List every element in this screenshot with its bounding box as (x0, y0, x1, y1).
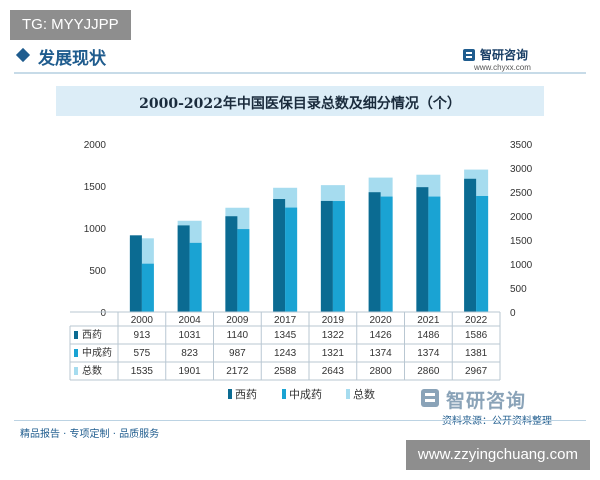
footer-divider (14, 420, 586, 421)
left-axis-tick-label: 1500 (84, 182, 107, 193)
data-label: 1321 (322, 348, 345, 359)
footer-slogan: 精品报告 · 专项定制 · 品质服务 (20, 429, 160, 440)
bar-chinese-patent-drugs (332, 201, 345, 312)
right-axis-tick-label: 1000 (510, 260, 533, 271)
bar-chinese-patent-drugs (428, 196, 441, 312)
bar-western-drugs (416, 187, 429, 312)
bar-chinese-patent-drugs (285, 207, 298, 312)
data-label: 1426 (370, 330, 393, 341)
legend-swatch (228, 389, 232, 399)
left-axis-tick-label: 0 (100, 308, 106, 319)
x-axis-tick-label: 2021 (417, 315, 440, 326)
bar-western-drugs (225, 216, 238, 312)
tg-watermark-badge: TG: MYYJJPP (10, 10, 131, 40)
x-axis-tick-label: 2020 (370, 315, 393, 326)
bar-chinese-patent-drugs (189, 242, 202, 312)
data-label: 1486 (417, 330, 440, 341)
left-axis-tick-label: 500 (89, 266, 106, 277)
legend-item: 中成药 (282, 386, 322, 402)
data-label: 2588 (274, 366, 297, 377)
data-label: 913 (134, 330, 151, 341)
bar-chinese-patent-drugs (476, 195, 489, 312)
bottom-brand: 智研咨询 资料来源：公开资料整理 (402, 386, 582, 427)
right-axis-tick-label: 2000 (510, 212, 533, 223)
bar-western-drugs (368, 192, 381, 312)
data-label: 2643 (322, 366, 345, 377)
right-axis-tick-label: 0 (510, 308, 516, 319)
bar-western-drugs (177, 225, 190, 312)
chart-title: 2000-2022年中国医保目录总数及细分情况（个） (139, 96, 461, 112)
brand-logo-block: 智研咨询 www.chyxx.com (434, 46, 574, 76)
table-legend-swatch (74, 331, 78, 339)
legend-item: 总数 (346, 386, 375, 402)
data-label: 1381 (465, 348, 488, 359)
right-axis-tick-label: 500 (510, 284, 527, 295)
legend-label: 西药 (235, 388, 257, 401)
data-label: 2800 (370, 366, 393, 377)
x-axis-tick-label: 2017 (274, 315, 297, 326)
table-row-label: 总数 (82, 364, 102, 377)
bar-western-drugs (273, 199, 286, 312)
table-row-label: 西药 (82, 329, 102, 341)
bar-western-drugs (320, 200, 333, 312)
legend-swatch (282, 389, 286, 399)
bar-chinese-patent-drugs (141, 263, 154, 312)
data-label: 1031 (179, 330, 202, 341)
data-label: 2172 (226, 366, 249, 377)
data-label: 575 (134, 348, 151, 359)
bar-chinese-patent-drugs (237, 229, 250, 312)
table-legend-swatch (74, 367, 78, 375)
right-axis-tick-label: 1500 (510, 236, 533, 247)
left-axis-tick-label: 2000 (84, 140, 107, 151)
data-label: 1140 (227, 330, 249, 341)
brand-name: 智研咨询 (480, 48, 529, 62)
right-axis-tick-label: 3000 (510, 164, 533, 175)
x-axis-tick-label: 2009 (226, 315, 249, 326)
legend-swatch (346, 389, 350, 399)
section-title: 发展现状 (38, 49, 106, 69)
data-label: 1374 (370, 348, 393, 359)
right-axis-tick-label: 2500 (510, 188, 533, 199)
data-label: 2967 (465, 366, 488, 377)
bar-western-drugs (129, 235, 142, 312)
data-label: 2860 (417, 366, 440, 377)
chart-title-bar: 2000-2022年中国医保目录总数及细分情况（个） (56, 86, 544, 116)
bar-chinese-patent-drugs (380, 196, 393, 312)
right-axis-tick-label: 3500 (510, 140, 533, 151)
bottom-brand-name: 智研咨询 (446, 390, 527, 412)
data-label: 1535 (131, 366, 154, 377)
data-label: 987 (229, 348, 246, 359)
x-axis-tick-label: 2004 (179, 315, 202, 326)
brand-url: www.chyxx.com (474, 63, 531, 72)
legend-label: 总数 (353, 388, 375, 401)
data-label: 823 (181, 348, 198, 359)
x-axis-tick-label: 2019 (322, 315, 345, 326)
table-row-label: 中成药 (82, 346, 112, 359)
bar-western-drugs (464, 178, 477, 312)
site-url-badge: www.zzyingchuang.com (405, 440, 590, 470)
header-divider (14, 72, 586, 74)
data-label: 1243 (274, 348, 297, 359)
data-label: 1586 (465, 330, 488, 341)
data-label: 1322 (322, 330, 345, 341)
data-label: 1374 (417, 348, 440, 359)
x-axis-tick-label: 2000 (131, 315, 154, 326)
brand-logo-icon (463, 49, 475, 61)
x-axis-tick-label: 2022 (465, 315, 488, 326)
data-label: 1901 (179, 366, 202, 377)
brand-logo-icon (421, 389, 439, 407)
table-legend-swatch (74, 349, 78, 357)
legend-item: 西药 (228, 386, 257, 402)
data-label: 1345 (274, 330, 297, 341)
data-source: 资料来源：公开资料整理 (442, 416, 552, 427)
left-axis-tick-label: 1000 (84, 224, 107, 235)
bar-chart: 0 500 1000 1500 2000 0 500 1000 1500 2000 2500 3000… (69, 140, 533, 381)
legend-label: 中成药 (289, 388, 322, 401)
